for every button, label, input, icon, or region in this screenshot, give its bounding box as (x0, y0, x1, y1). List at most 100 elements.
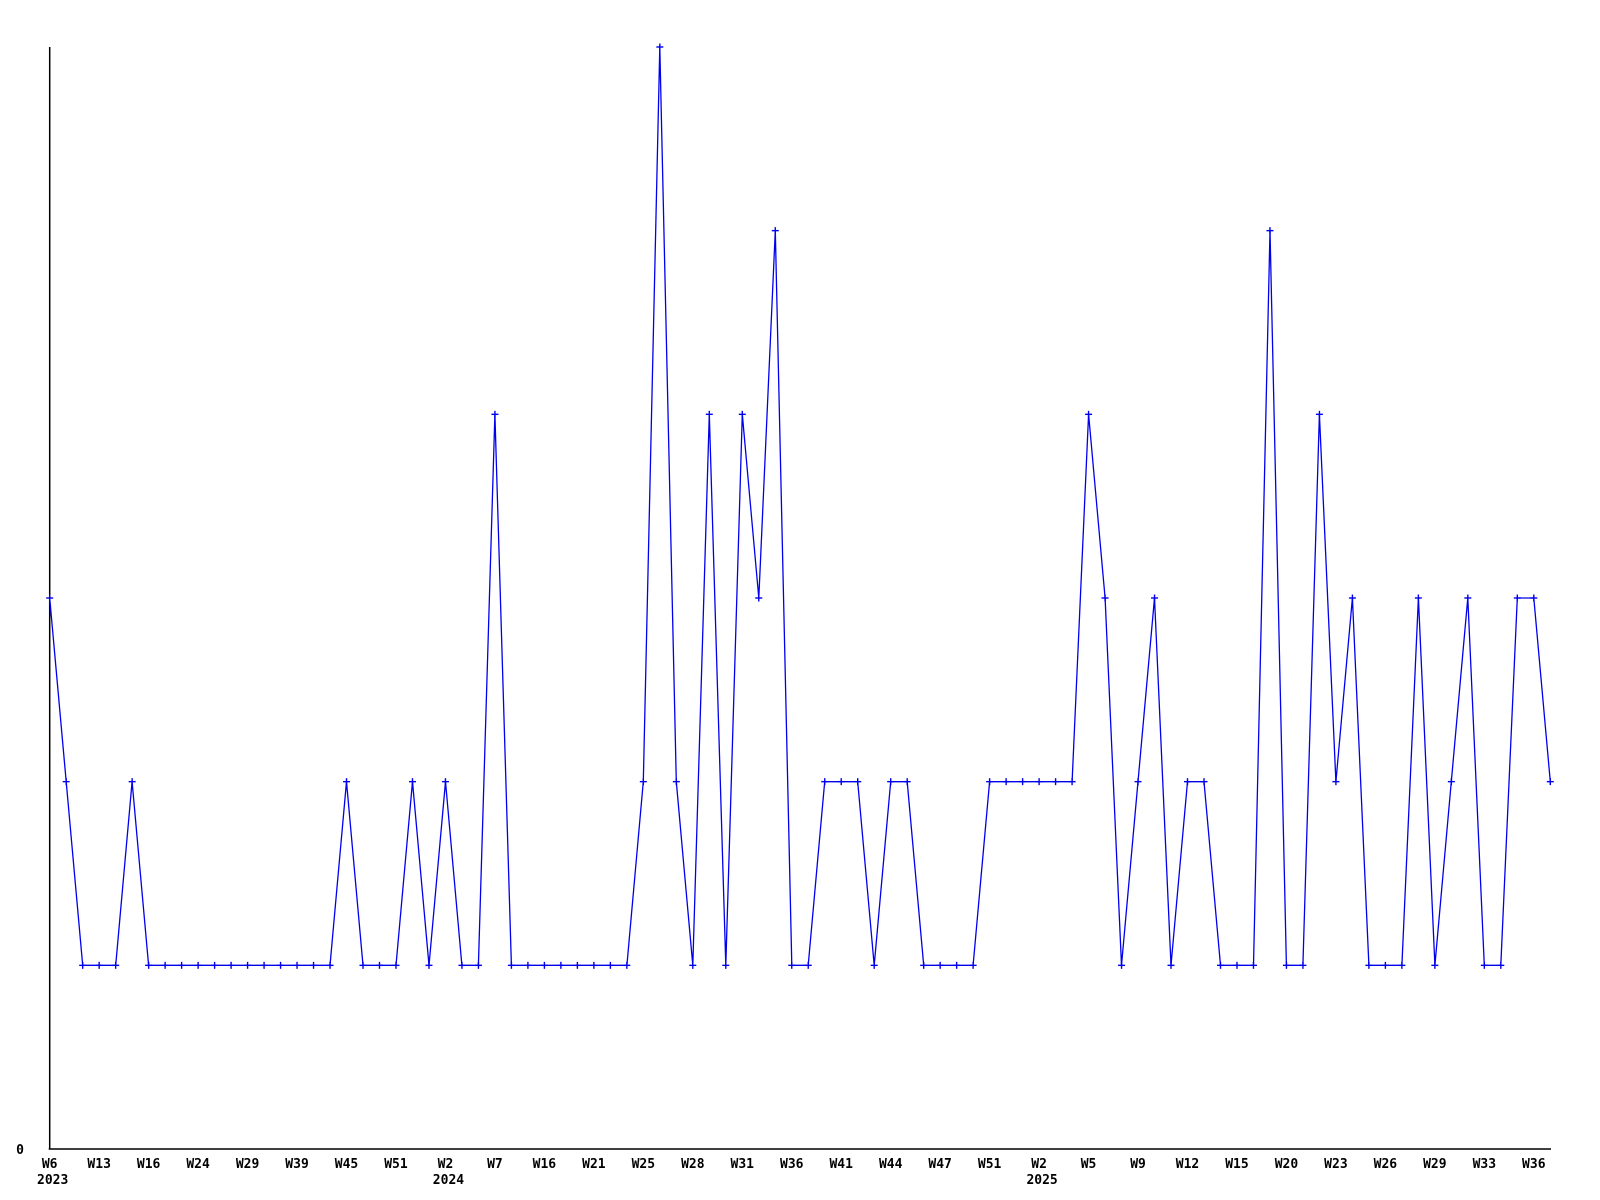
x-tick-label: W28 (681, 1157, 705, 1172)
x-tick-label: W31 (731, 1157, 755, 1172)
data-point-marker (540, 961, 548, 969)
data-point-marker (408, 778, 416, 786)
x-tick-label: W21 (582, 1157, 606, 1172)
data-point-marker (1546, 778, 1554, 786)
x-tick-label: W23 (1324, 1157, 1347, 1172)
data-point-marker (1513, 594, 1521, 602)
data-point-marker (491, 410, 499, 418)
x-tick-label: W26 (1374, 1157, 1398, 1172)
data-point-marker (755, 594, 763, 602)
data-point-marker (1101, 594, 1109, 602)
data-point-marker (474, 961, 482, 969)
x-tick-label: W7 (487, 1157, 503, 1172)
data-point-marker (1118, 961, 1126, 969)
year-label: 2024 (433, 1173, 464, 1188)
data-point-marker (1035, 778, 1043, 786)
data-point-marker (95, 961, 103, 969)
data-point-marker (1381, 961, 1389, 969)
x-tick-label: W13 (87, 1157, 110, 1172)
data-point-marker (1167, 961, 1175, 969)
data-point-marker (920, 961, 928, 969)
data-point-marker (310, 961, 318, 969)
data-point-marker (1464, 594, 1472, 602)
x-tick-label: W6 (42, 1157, 58, 1172)
data-point-marker (590, 961, 598, 969)
data-point-marker (656, 43, 664, 51)
data-point-marker (1315, 410, 1323, 418)
x-tick-label: W16 (137, 1157, 161, 1172)
data-point-marker (343, 778, 351, 786)
year-label: 2023 (37, 1173, 68, 1188)
data-point-marker (1052, 778, 1060, 786)
data-point-marker (1332, 778, 1340, 786)
x-tick-label: W39 (285, 1157, 308, 1172)
data-point-marker (194, 961, 202, 969)
data-point-marker (1085, 410, 1093, 418)
x-tick-label: W12 (1176, 1157, 1199, 1172)
data-point-marker (705, 410, 713, 418)
data-point-marker (1447, 778, 1455, 786)
data-point-marker (376, 961, 383, 969)
data-point-marker (771, 227, 779, 235)
data-point-marker (211, 961, 219, 969)
data-point-marker (46, 594, 54, 602)
data-point-marker (722, 961, 730, 969)
data-point-marker (870, 961, 878, 969)
data-series (46, 43, 1554, 969)
y-axis-zero-label: 0 (16, 1143, 24, 1158)
data-point-marker (112, 961, 120, 969)
data-point-marker (260, 961, 268, 969)
data-point-marker (672, 778, 680, 786)
data-point-marker (178, 961, 186, 969)
data-point-marker (293, 961, 301, 969)
data-point-marker (359, 961, 367, 969)
data-point-marker (1233, 961, 1241, 969)
x-tick-label: W47 (928, 1157, 951, 1172)
x-tick-label: W2 (438, 1157, 454, 1172)
data-point-marker (1249, 961, 1257, 969)
data-point-marker (936, 961, 944, 969)
data-point-marker (986, 778, 994, 786)
data-point-marker (689, 961, 697, 969)
data-point-marker (1200, 778, 1208, 786)
data-point-marker (326, 961, 334, 969)
data-point-marker (837, 778, 845, 786)
x-tick-label: W51 (384, 1157, 408, 1172)
data-point-marker (1151, 594, 1159, 602)
x-tick-label: W45 (335, 1157, 358, 1172)
data-point-marker (887, 778, 895, 786)
data-point-marker (1365, 961, 1373, 969)
x-tick-label: W20 (1275, 1157, 1299, 1172)
data-point-marker (1134, 778, 1142, 786)
x-tick-label: W41 (829, 1157, 853, 1172)
data-point-marker (524, 961, 532, 969)
data-point-marker (441, 778, 449, 786)
x-tick-label: W16 (533, 1157, 557, 1172)
data-point-marker (458, 961, 466, 969)
x-tick-label: W29 (236, 1157, 259, 1172)
data-point-marker (1431, 961, 1439, 969)
data-point-marker (804, 961, 812, 969)
x-tick-label: W29 (1423, 1157, 1446, 1172)
data-point-marker (1184, 778, 1192, 786)
data-point-marker (507, 961, 515, 969)
data-point-marker (244, 961, 252, 969)
data-point-marker (788, 961, 796, 969)
data-point-marker (145, 961, 153, 969)
x-tick-label: W2 (1031, 1157, 1047, 1172)
data-point-marker (227, 961, 235, 969)
data-point-marker (573, 961, 581, 969)
data-point-marker (1299, 961, 1307, 969)
data-point-marker (1348, 594, 1356, 602)
data-point-marker (1266, 227, 1274, 235)
data-point-marker (623, 961, 631, 969)
data-point-marker (903, 778, 911, 786)
data-point-marker (639, 778, 647, 786)
data-point-marker (738, 410, 746, 418)
data-point-marker (79, 961, 87, 969)
x-tick-label: W25 (632, 1157, 655, 1172)
data-point-marker (1002, 778, 1010, 786)
data-point-marker (1414, 594, 1422, 602)
